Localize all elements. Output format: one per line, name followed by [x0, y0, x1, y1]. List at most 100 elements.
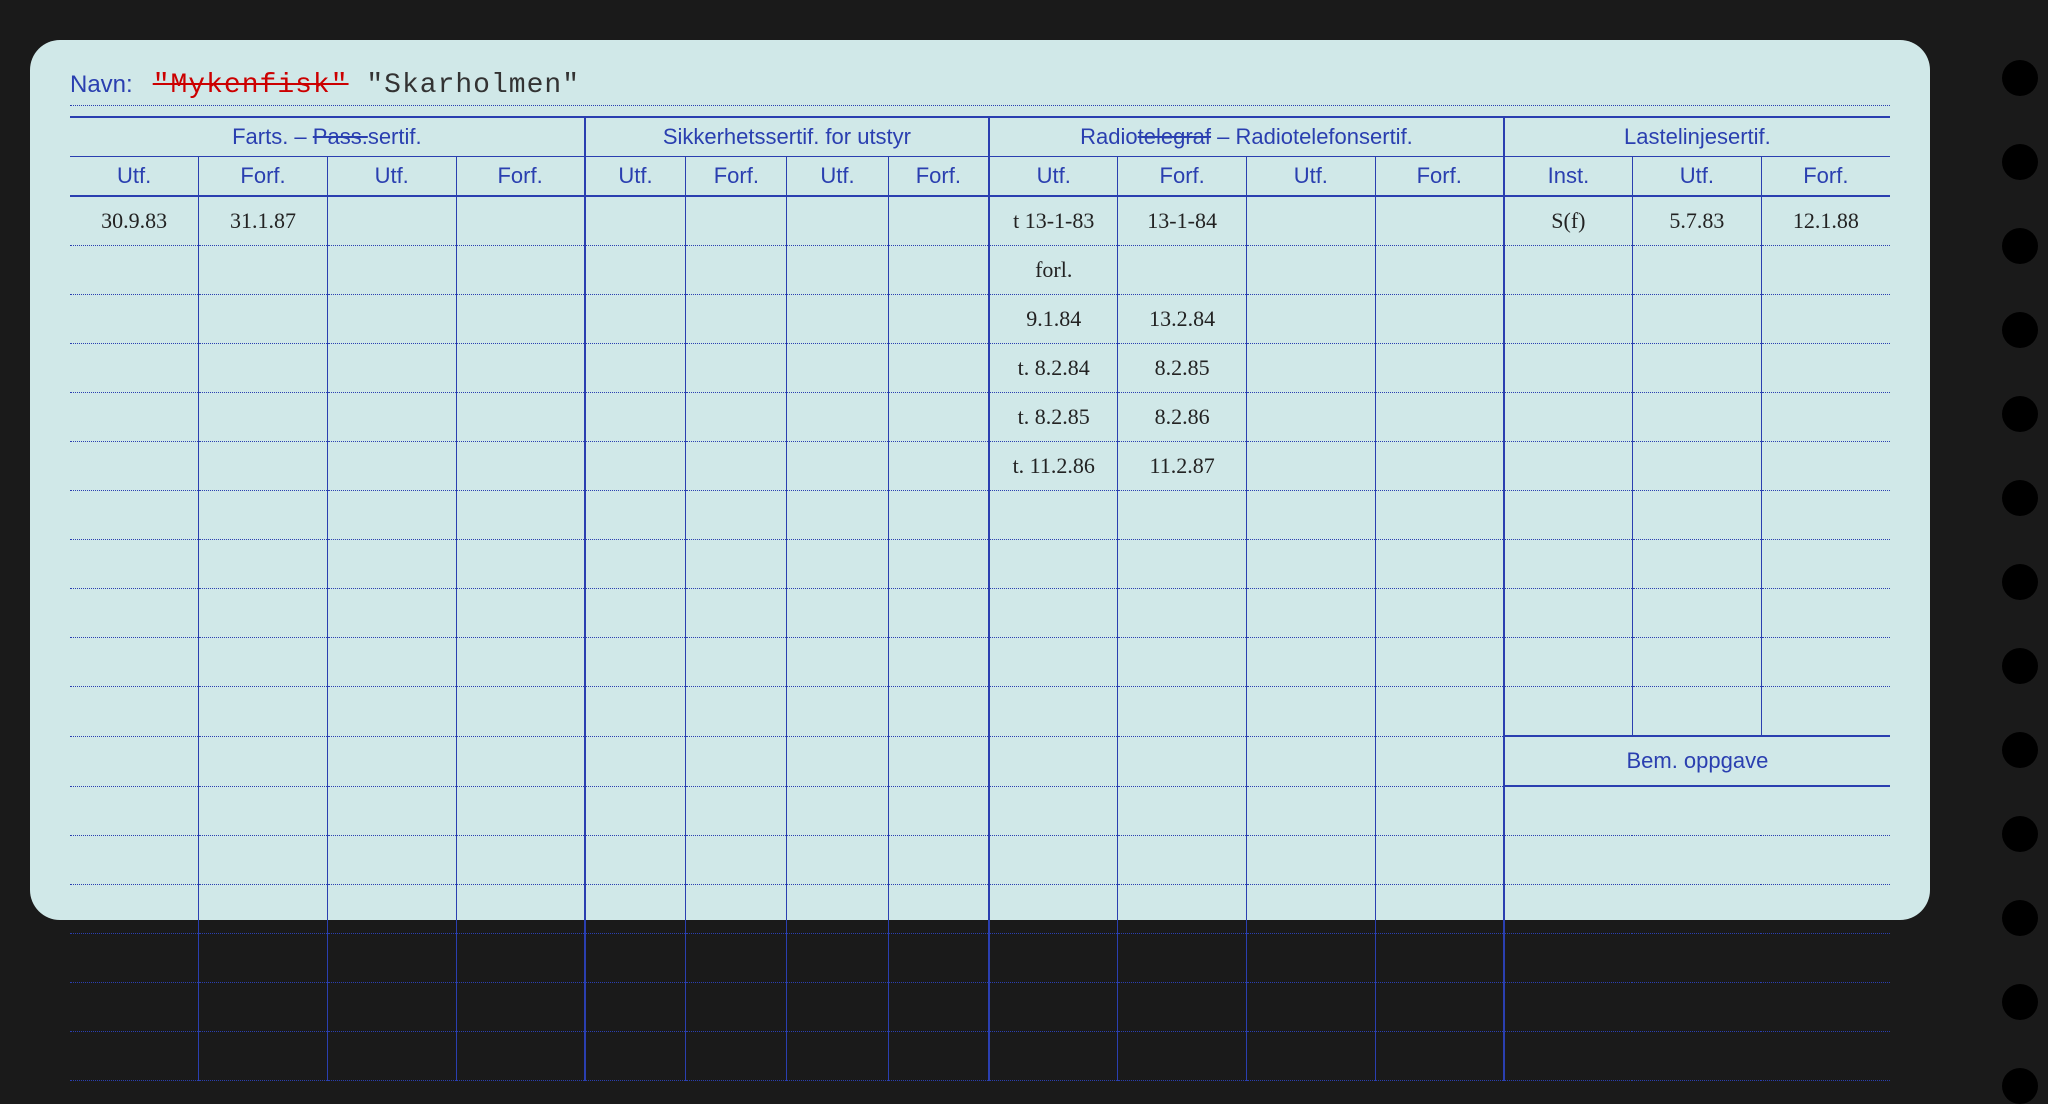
col-forf: Forf. — [199, 157, 328, 197]
cell — [199, 983, 328, 1032]
cell: 5.7.83 — [1632, 196, 1761, 246]
cell — [989, 1032, 1118, 1081]
cell — [70, 786, 199, 836]
cell — [327, 687, 456, 737]
cell — [456, 589, 585, 638]
cell — [1375, 736, 1504, 786]
cell — [787, 344, 888, 393]
cell — [585, 491, 686, 540]
cell — [1118, 491, 1247, 540]
col-inst: Inst. — [1504, 157, 1633, 197]
navn-current: "Skarholmen" — [366, 70, 580, 101]
cell — [1504, 344, 1633, 393]
cell — [585, 638, 686, 687]
cell — [70, 442, 199, 491]
cell — [989, 491, 1118, 540]
cell — [1246, 589, 1375, 638]
cell — [585, 540, 686, 589]
cell — [989, 638, 1118, 687]
cell — [888, 736, 989, 786]
cell — [787, 540, 888, 589]
cell — [1375, 1032, 1504, 1081]
cell — [70, 589, 199, 638]
col-utf: Utf. — [585, 157, 686, 197]
cell — [1118, 540, 1247, 589]
col-utf: Utf. — [787, 157, 888, 197]
cell — [686, 736, 787, 786]
cell — [1246, 196, 1375, 246]
cell — [787, 246, 888, 295]
cell — [70, 344, 199, 393]
cell — [686, 491, 787, 540]
cell: t. 8.2.85 — [989, 393, 1118, 442]
col-utf: Utf. — [1246, 157, 1375, 197]
cell — [327, 246, 456, 295]
cell — [1375, 540, 1504, 589]
table-row — [70, 836, 1890, 885]
cell — [989, 934, 1118, 983]
cell — [199, 638, 328, 687]
cell — [1246, 638, 1375, 687]
cell — [1504, 885, 1890, 934]
cell — [456, 885, 585, 934]
cell — [199, 442, 328, 491]
cell — [686, 836, 787, 885]
cell — [1246, 295, 1375, 344]
cell — [199, 736, 328, 786]
cell — [1375, 344, 1504, 393]
cell — [585, 589, 686, 638]
table-row: forl. — [70, 246, 1890, 295]
cell — [327, 836, 456, 885]
cell — [1504, 983, 1890, 1032]
section-farts: Farts. – Pass.sertif. — [70, 117, 585, 157]
binder-hole — [2002, 900, 2038, 936]
cell — [787, 934, 888, 983]
cell — [888, 540, 989, 589]
cell — [989, 786, 1118, 836]
cell: t. 11.2.86 — [989, 442, 1118, 491]
cell — [1118, 786, 1247, 836]
col-forf: Forf. — [456, 157, 585, 197]
table-row: 30.9.8331.1.87t 13-1-8313-1-84S(f)5.7.83… — [70, 196, 1890, 246]
cell — [327, 983, 456, 1032]
cell — [787, 442, 888, 491]
cell: 30.9.83 — [70, 196, 199, 246]
cell — [585, 442, 686, 491]
cell — [327, 934, 456, 983]
cell — [686, 638, 787, 687]
cell — [787, 491, 888, 540]
cell — [1761, 687, 1890, 737]
cell — [1761, 442, 1890, 491]
cell — [1118, 589, 1247, 638]
cell — [888, 836, 989, 885]
cell — [787, 786, 888, 836]
cell — [327, 295, 456, 344]
cell: 9.1.84 — [989, 295, 1118, 344]
col-forf: Forf. — [1118, 157, 1247, 197]
cell — [70, 687, 199, 737]
cell — [456, 344, 585, 393]
cell — [1504, 246, 1633, 295]
cell — [199, 1032, 328, 1081]
section-sikkerhet: Sikkerhetssertif. for utstyr — [585, 117, 989, 157]
table-row — [70, 885, 1890, 934]
cell — [686, 196, 787, 246]
cell — [1246, 687, 1375, 737]
cell — [1632, 491, 1761, 540]
cell — [686, 344, 787, 393]
cell — [1504, 687, 1633, 737]
cell — [686, 442, 787, 491]
cell — [199, 295, 328, 344]
cell — [1632, 442, 1761, 491]
cell — [70, 934, 199, 983]
col-forf: Forf. — [686, 157, 787, 197]
cell — [70, 1032, 199, 1081]
cell — [1375, 393, 1504, 442]
cell — [1375, 934, 1504, 983]
cell — [1761, 295, 1890, 344]
cell — [1118, 983, 1247, 1032]
table-row — [70, 589, 1890, 638]
cell — [1118, 934, 1247, 983]
cell — [1375, 246, 1504, 295]
cell — [1375, 786, 1504, 836]
